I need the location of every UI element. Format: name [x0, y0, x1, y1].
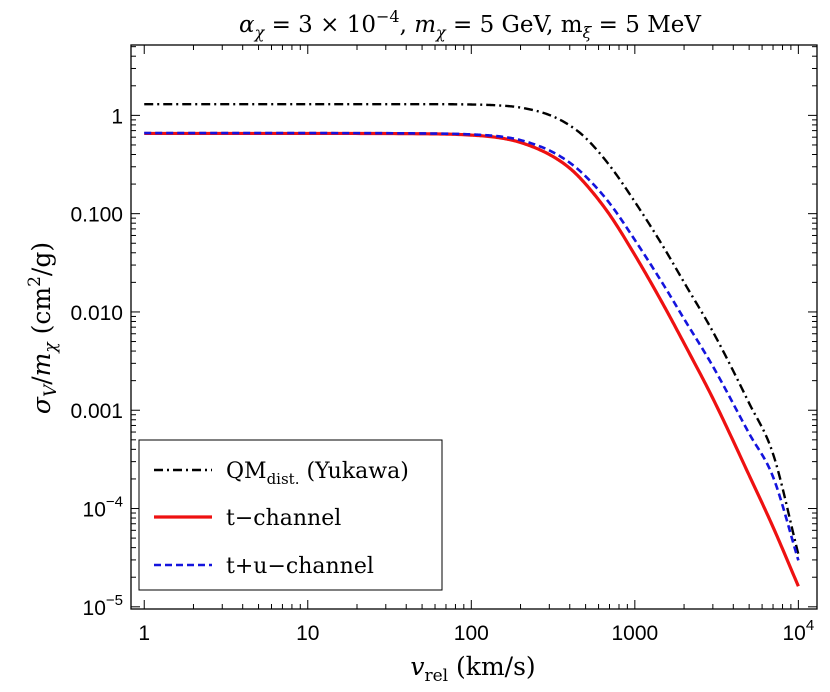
- y-axis-label: σV/mχ (cm2/g): [25, 242, 61, 414]
- title-alpha: α: [239, 12, 255, 38]
- tick-labels-layer: 1 10 100 1000 104 1 0.100 0.010 0.001 10−4 10−5: [70, 105, 814, 645]
- ticks-layer: [131, 45, 817, 609]
- legend-label-t: t−channel: [226, 506, 341, 531]
- title-eq1: = 3 × 10: [264, 12, 376, 38]
- y-tick-label: 10−5: [83, 592, 123, 620]
- title-m: m: [414, 12, 436, 38]
- x-tick-label: 1: [138, 622, 150, 645]
- y-tick-label: 0.010: [70, 302, 123, 325]
- chart-title: αχ = 3 × 10−4, mχ = 5 GeV, mξ = 5 MeV: [239, 7, 701, 42]
- legend-label-tu: t+u−channel: [226, 554, 374, 579]
- y-tick-label: 0.100: [70, 204, 123, 227]
- title-xi-sub: ξ: [583, 23, 593, 42]
- plot-area: [144, 102, 800, 587]
- title-sep1: ,: [400, 12, 415, 38]
- series-line-qm-yukawa: [144, 102, 800, 555]
- x-tick-label: 104: [783, 617, 815, 645]
- x-tick-label: 1000: [611, 622, 658, 645]
- legend: QMdist. (Yukawa) t−channel t+u−channel: [138, 439, 443, 591]
- title-exp1: −4: [376, 7, 400, 26]
- x-tick-label: 100: [454, 622, 489, 645]
- x-tick-label: 10: [296, 622, 319, 645]
- title-chi-sub: χ: [254, 23, 266, 42]
- title-eq3: = 5 MeV: [591, 12, 701, 38]
- y-tick-label: 0.001: [70, 400, 123, 423]
- y-tick-label: 10−4: [83, 494, 123, 522]
- title-eq2: = 5 GeV, m: [446, 12, 583, 38]
- y-tick-label: 1: [111, 105, 123, 128]
- x-axis-label: vrel (km/s): [410, 652, 535, 686]
- title-chi-sub2: χ: [435, 23, 447, 42]
- series-line-tu-channel: [144, 131, 800, 561]
- legend-label-qm: QMdist. (Yukawa): [226, 459, 409, 488]
